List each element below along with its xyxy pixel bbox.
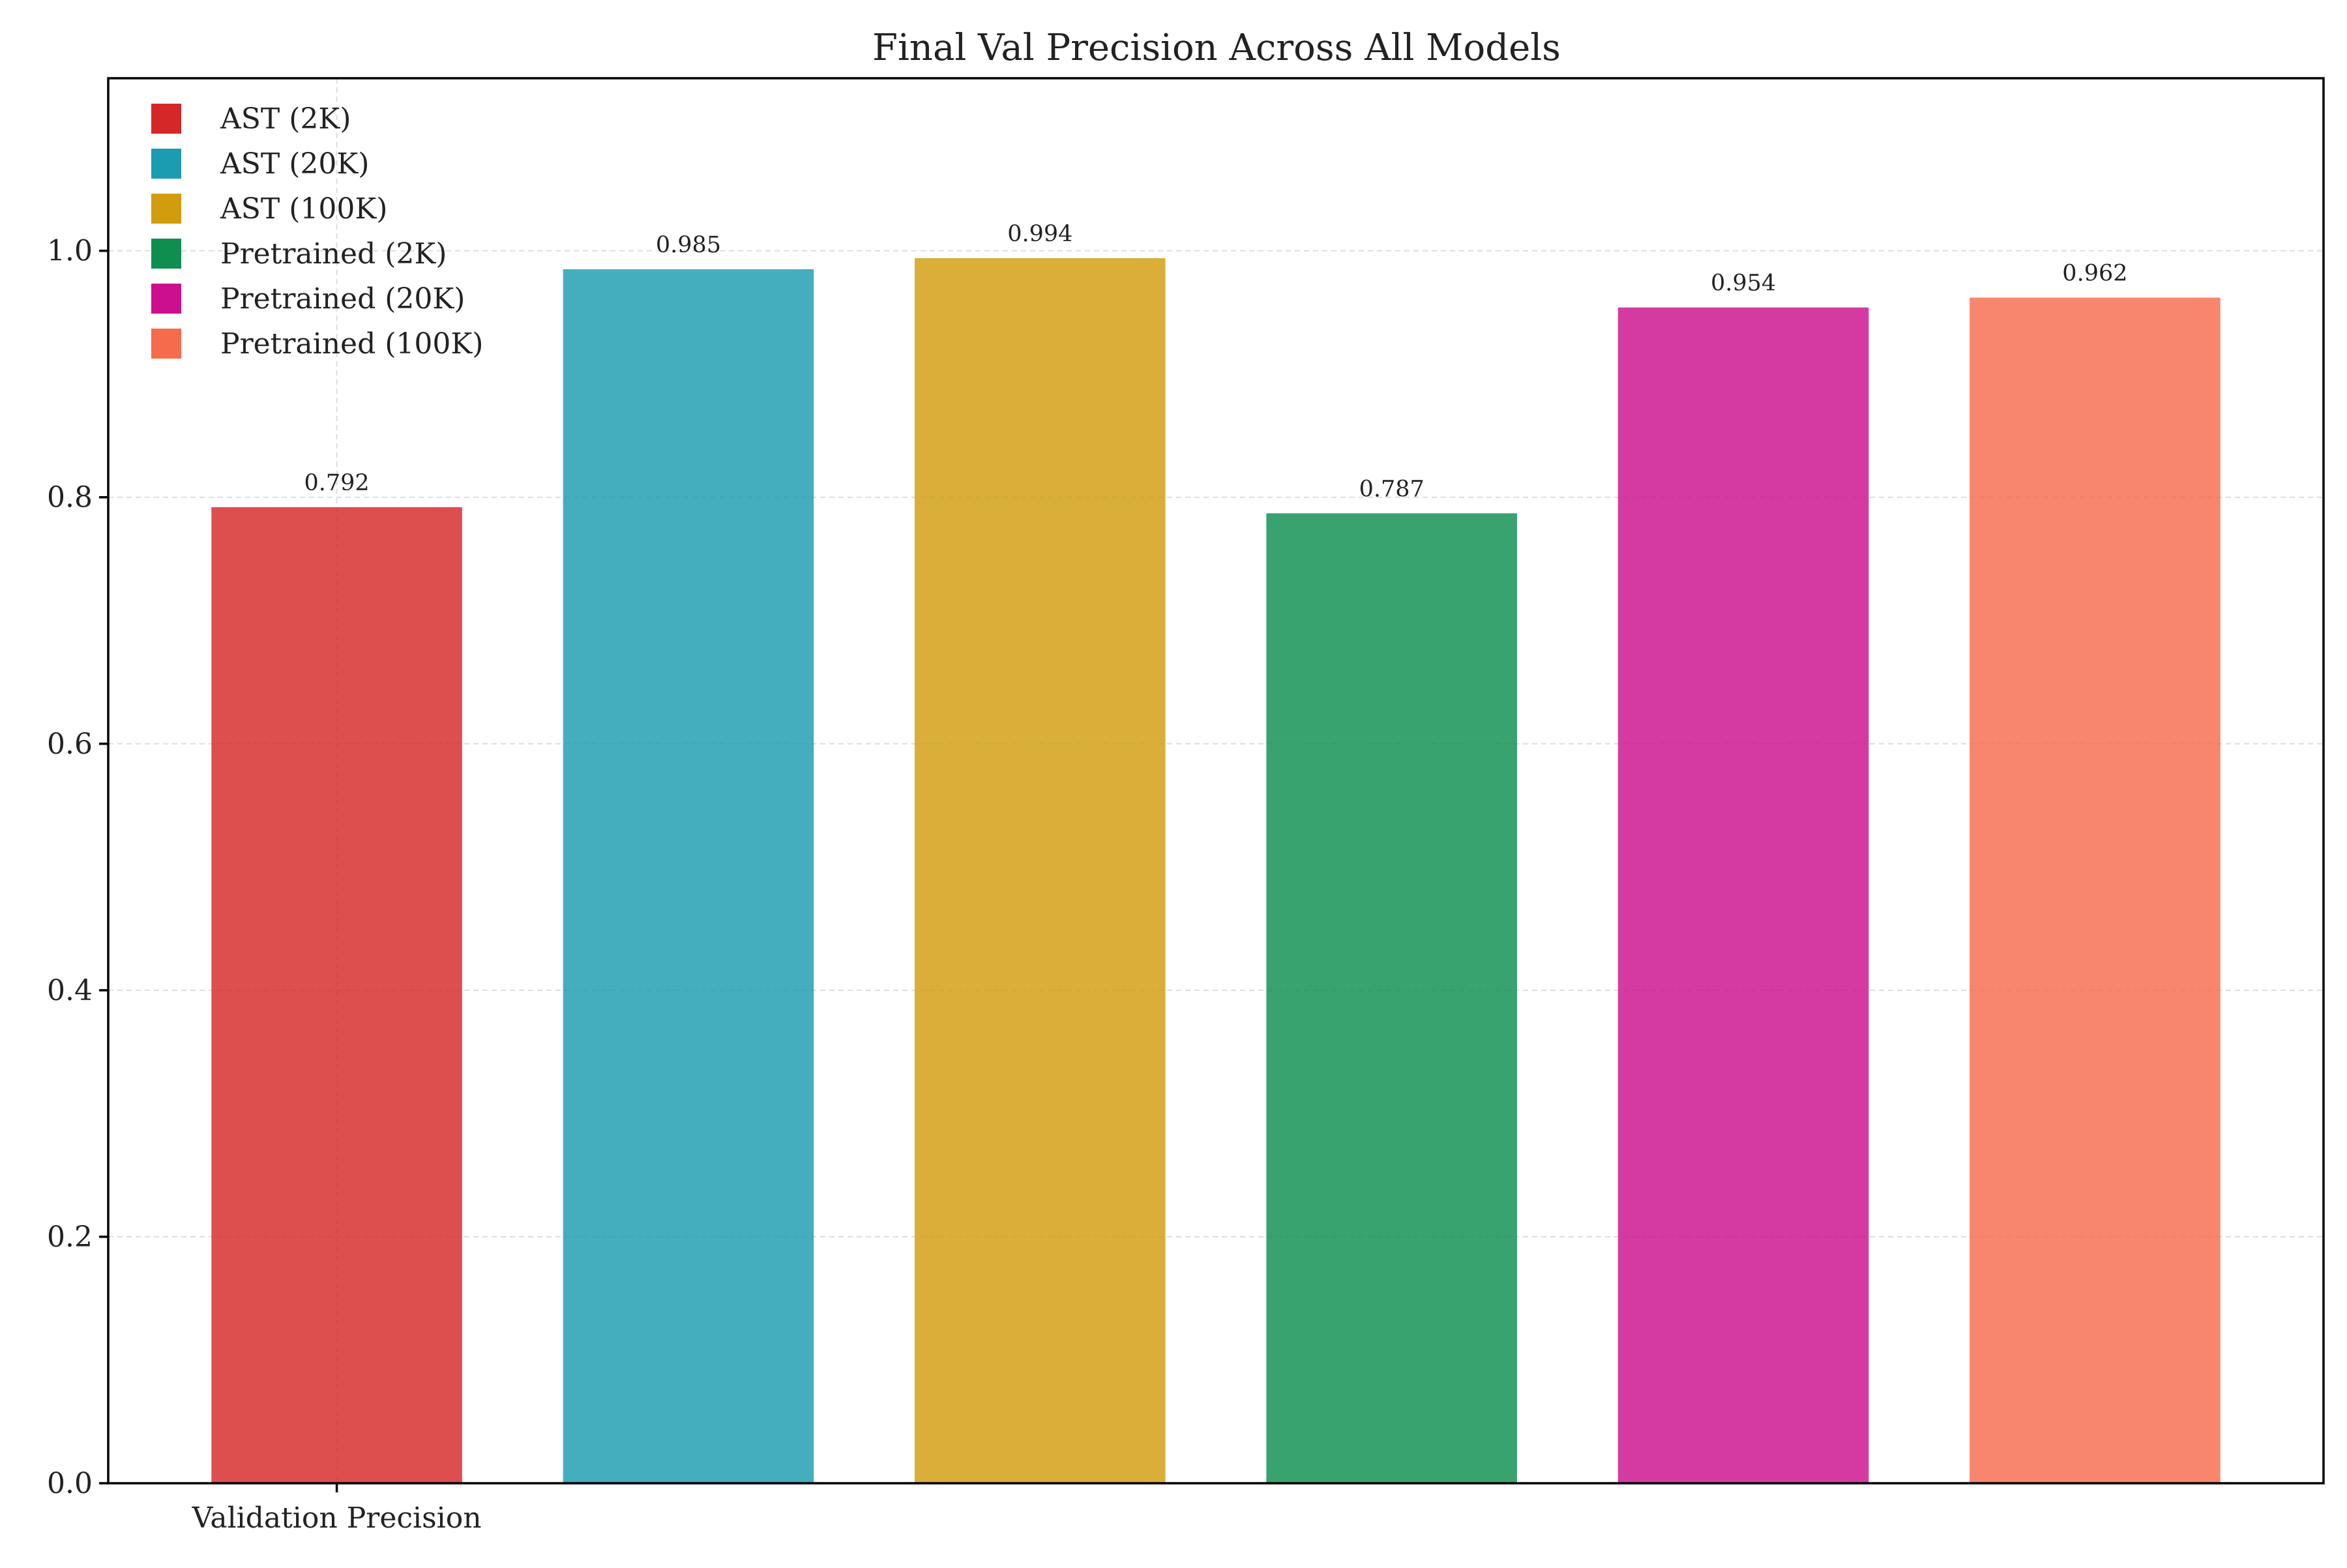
- legend-label: AST (20K): [220, 147, 369, 181]
- bar-pretrained-20k: [1617, 307, 1869, 1484]
- y-axis: 0.0 0.2 0.4 0.6 0.8 1.0: [47, 235, 108, 1500]
- data-labels: 0.792 0.985 0.994 0.787 0.954 0.962: [304, 221, 2127, 502]
- chart-title: Final Val Precision Across All Models: [872, 27, 1561, 69]
- bar-value-label: 0.787: [1359, 476, 1424, 502]
- plot-frame: [107, 77, 2325, 1485]
- y-tick-label: 0.2: [47, 1220, 93, 1254]
- y-tick-label: 1.0: [47, 235, 93, 268]
- y-tick-label: 0.4: [47, 974, 93, 1007]
- bar-value-label: 0.954: [1711, 271, 1776, 297]
- legend-label: AST (2K): [220, 102, 351, 136]
- bar-ast-100k: [915, 258, 1166, 1484]
- bar-value-label: 0.994: [1007, 221, 1072, 247]
- legend-label: Pretrained (20K): [220, 282, 465, 316]
- y-tick-label: 0.8: [47, 481, 93, 514]
- legend-swatch: [151, 284, 181, 314]
- legend-swatch: [151, 104, 181, 134]
- bar-pretrained-100k: [1970, 297, 2221, 1484]
- legend-swatch: [151, 239, 181, 269]
- x-tick-label: Validation Precision: [192, 1501, 482, 1535]
- bar-ast-20k: [563, 269, 814, 1483]
- bar-value-label: 0.985: [656, 232, 721, 258]
- y-tick-label: 0.0: [47, 1467, 93, 1500]
- bar-value-label: 0.962: [2062, 260, 2127, 286]
- bar-ast-2k: [211, 507, 462, 1484]
- legend: AST (2K) AST (20K) AST (100K) Pretrained (2…: [151, 102, 483, 361]
- bar-pretrained-2k: [1266, 513, 1517, 1483]
- y-tick-label: 0.6: [47, 728, 93, 761]
- legend-label: AST (100K): [220, 192, 387, 226]
- legend-swatch: [151, 149, 181, 179]
- x-axis: Validation Precision: [192, 1483, 482, 1535]
- bars: [211, 258, 2221, 1484]
- legend-swatch: [151, 194, 181, 224]
- bar-value-label: 0.792: [304, 470, 369, 496]
- legend-label: Pretrained (100K): [220, 327, 483, 361]
- legend-swatch: [151, 329, 181, 359]
- legend-label: Pretrained (2K): [220, 237, 447, 271]
